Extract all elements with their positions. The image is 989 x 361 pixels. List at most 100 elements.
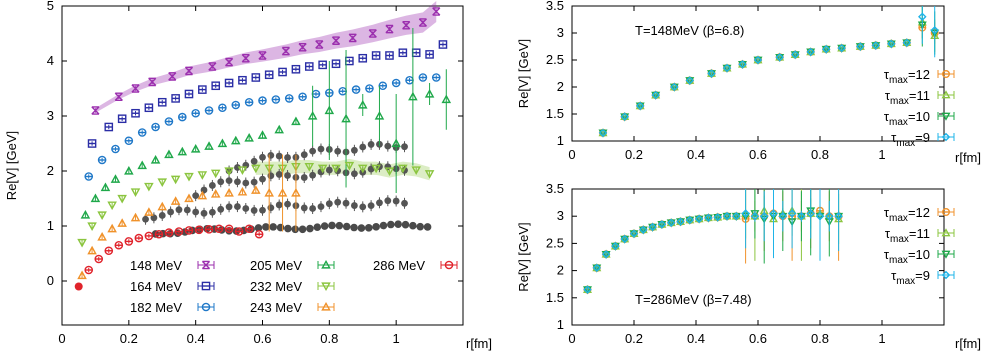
y-tick-label: 2.5 [546,235,564,250]
chart-right-top: 0 0.2 0.4 0.6 0.8 1 1 1.5 2 2.5 3 3.5 r[fm] Re[V] [Ge… [516,0,981,165]
data-point [194,225,204,235]
data-point [753,55,763,65]
y-tick-label: 3 [557,25,564,40]
data-point [150,154,161,164]
data-point [104,246,114,256]
data-point [184,66,194,76]
data-point [271,95,281,104]
data-point [722,63,732,73]
data-point [344,161,355,171]
data-point [398,164,408,174]
legend-marker [444,260,454,270]
data-point [657,220,667,229]
data-point [324,105,335,115]
data-point [930,26,939,35]
data-point [224,167,234,177]
data-point [208,62,217,71]
series-286-MeV [74,224,264,291]
y-tick-label: 1.5 [546,290,564,305]
data-point [197,171,208,180]
data-point [137,128,147,137]
data-point [741,209,750,218]
data-point [254,229,264,239]
legend-label: 243 MeV [250,300,302,315]
data-point [918,12,927,22]
legend-marker [941,228,951,237]
data-point [307,110,318,120]
data-point [130,212,141,222]
y-tick-label: 5 [47,0,54,13]
data-point [291,116,301,126]
x-tick-label: 0.2 [625,331,643,346]
y-tick-label: 1.5 [546,106,564,121]
chart-left: 0 0.2 0.4 0.6 0.8 1 0 1 2 3 4 5 r[fm] Re[V] [GeV] 148 … [4,0,492,351]
data-point [411,166,422,175]
data-point [825,211,834,221]
gray-point [269,223,277,231]
data-point [77,238,87,248]
data-point [338,86,348,96]
y-tick-label: 2.5 [546,52,564,67]
data-point [197,190,208,200]
data-point [311,89,321,99]
y-tick-label: 1 [557,317,564,332]
series-243-MeV [77,154,301,280]
y-tick-label: 2 [557,79,564,94]
legend-marker [942,69,951,78]
data-point [264,187,274,197]
data-point [317,164,328,174]
legend-label: τmax=10 [884,109,930,128]
data-point [408,91,418,101]
data-point [424,170,435,179]
data-point [775,53,784,62]
data-point [432,7,441,16]
data-point [704,213,713,223]
data-point [210,169,221,179]
data-point [257,130,268,139]
data-point [131,108,140,118]
x-axis-label: r[fm] [955,150,981,165]
data-point [114,92,123,102]
x-tick-label: 0.6 [749,331,767,346]
data-point [174,227,184,236]
data-point [592,263,602,273]
data-point [707,69,716,78]
data-point [144,231,154,241]
data-point [759,211,769,221]
gray-point [313,223,322,232]
data-point [130,188,141,197]
data-point [157,201,168,211]
data-point [117,218,127,227]
gray-point [328,221,336,230]
data-point [790,50,800,59]
data-point [74,282,83,291]
data-point [100,182,111,192]
data-point [620,112,629,121]
data-point [107,223,117,233]
data-point [318,60,327,70]
data-point [151,122,160,132]
data-point [144,103,154,113]
gray-point [379,221,388,230]
data-point [685,215,695,225]
data-point [110,174,121,183]
data-point [298,92,307,102]
data-point [224,187,234,197]
panel-annotation: T=148MeV (β=6.8) [635,23,744,38]
series-205-MeV [80,28,452,219]
x-axis-label: r[fm] [955,336,981,351]
data-point [685,76,695,85]
data-point [87,245,97,255]
data-point [251,185,261,194]
gray-point [298,225,307,234]
data-point [348,33,357,43]
data-point [154,229,164,239]
data-point [639,225,648,235]
data-point [84,265,94,275]
data-point [117,194,127,204]
series-148-MeV [91,7,441,115]
data-point [694,214,704,224]
legend-marker [201,281,211,291]
data-point [713,212,722,222]
data-point [620,234,629,244]
